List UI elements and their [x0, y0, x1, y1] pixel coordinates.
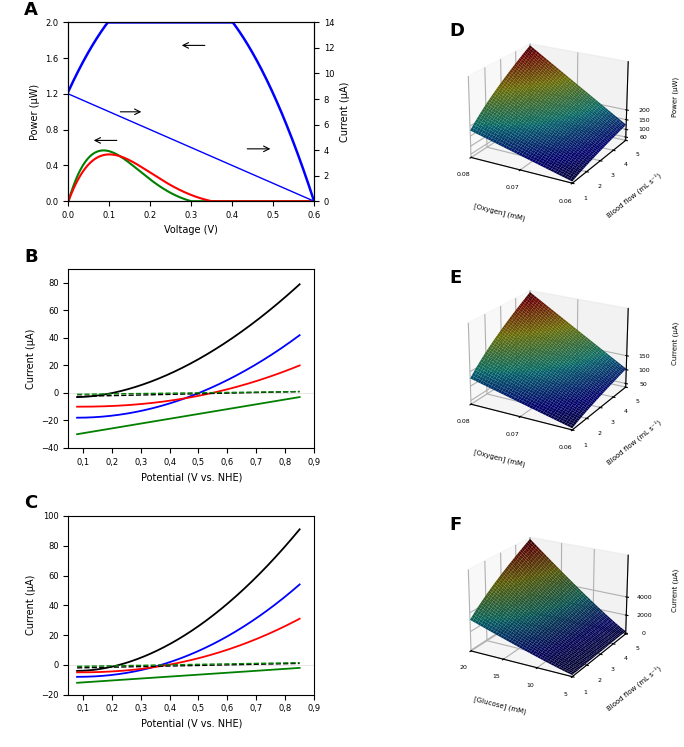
X-axis label: [Glucose] (mM): [Glucose] (mM)	[473, 695, 527, 715]
Y-axis label: Blood flow (mL s⁻¹): Blood flow (mL s⁻¹)	[605, 171, 663, 219]
X-axis label: Voltage (V): Voltage (V)	[164, 226, 218, 235]
Y-axis label: Power (μW): Power (μW)	[30, 84, 40, 140]
Text: E: E	[449, 269, 462, 287]
Y-axis label: Current (μA): Current (μA)	[25, 575, 36, 636]
X-axis label: [Oxygen] (mM): [Oxygen] (mM)	[473, 449, 526, 468]
Text: C: C	[24, 495, 38, 512]
Text: B: B	[24, 247, 38, 266]
Y-axis label: Current (μA): Current (μA)	[25, 329, 36, 388]
Y-axis label: Blood flow (mL s⁻¹): Blood flow (mL s⁻¹)	[605, 418, 663, 465]
Text: A: A	[24, 1, 38, 19]
Text: D: D	[449, 22, 464, 40]
X-axis label: Potential (V vs. NHE): Potential (V vs. NHE)	[140, 719, 242, 729]
X-axis label: Potential (V vs. NHE): Potential (V vs. NHE)	[140, 472, 242, 483]
Y-axis label: Current (μA): Current (μA)	[340, 81, 350, 142]
Y-axis label: Blood flow (mL s⁻¹): Blood flow (mL s⁻¹)	[605, 665, 663, 713]
X-axis label: [Oxygen] (mM): [Oxygen] (mM)	[473, 202, 526, 222]
Text: F: F	[449, 516, 462, 534]
